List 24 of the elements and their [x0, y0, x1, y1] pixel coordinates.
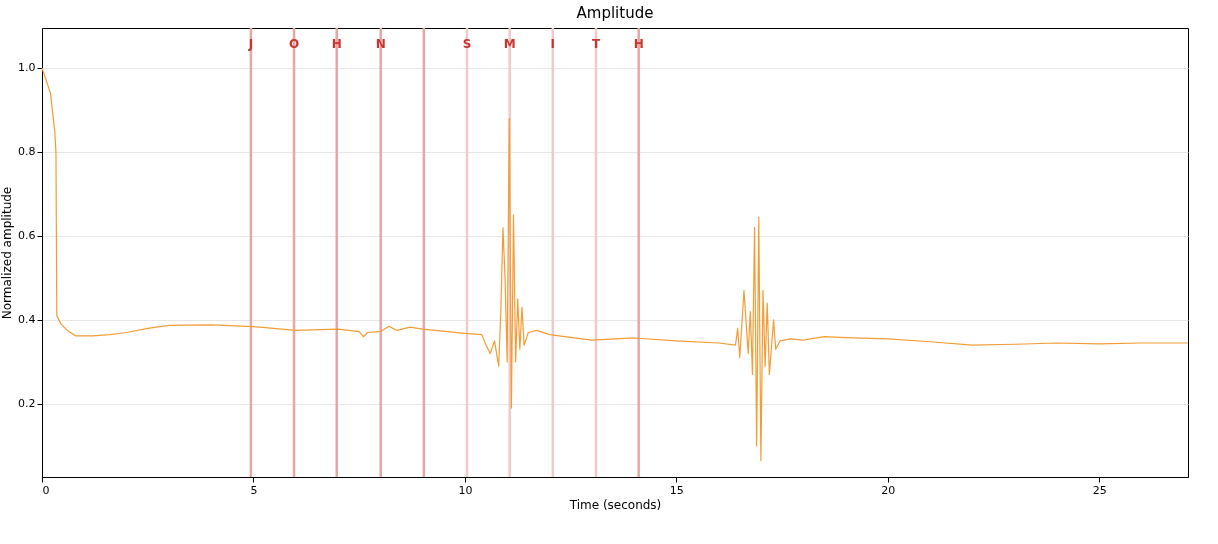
- ref-line-label: N: [375, 37, 386, 51]
- ref-line-label: O: [288, 37, 300, 51]
- ref-line-label: J: [247, 37, 254, 51]
- ref-line-label: I: [550, 37, 556, 51]
- y-tick-label: 0.8: [18, 145, 36, 159]
- x-tick-label: 10: [458, 483, 473, 497]
- y-tick-label: 0.6: [18, 229, 36, 243]
- y-tick-label: 1.0: [18, 61, 36, 75]
- line-series: [41, 67, 1189, 462]
- x-axis-title: Time (seconds): [568, 497, 662, 512]
- ref-line-label: M: [503, 37, 516, 51]
- chart-title: Amplitude: [576, 3, 654, 22]
- x-tick-label: 5: [250, 483, 258, 497]
- ref-line-label: T: [591, 37, 601, 51]
- y-axis-title: Normalized amplitude: [0, 186, 15, 320]
- ref-line-label: S: [462, 37, 472, 51]
- ref-line-label: H: [331, 37, 342, 51]
- y-tick-label: 0.2: [18, 397, 36, 411]
- ref-line-label: H: [633, 37, 644, 51]
- x-tick-label: 20: [881, 483, 896, 497]
- x-tick-label: 25: [1092, 483, 1107, 497]
- y-tick-label: 0.4: [18, 313, 36, 327]
- x-tick-label: 15: [669, 483, 684, 497]
- x-tick-label: 0: [42, 483, 50, 497]
